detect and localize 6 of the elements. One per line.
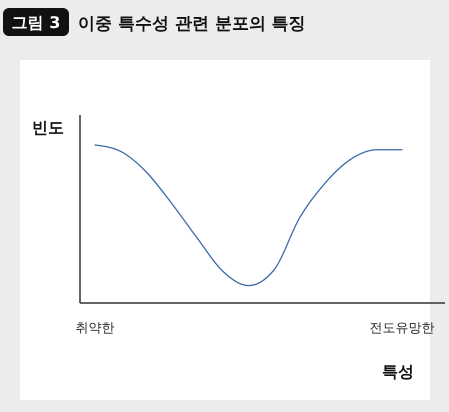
caption: 그림 3 [12, 13, 60, 32]
y-axis-title: 빈도 [32, 118, 64, 137]
x-tick-label: 취약한 [76, 321, 114, 336]
x-axis-title: 특성 [382, 362, 414, 381]
x-tick-label: 전도유망한 [370, 321, 434, 336]
chart-title: 이중 특수성 관련 분포의 특징 [78, 14, 306, 34]
